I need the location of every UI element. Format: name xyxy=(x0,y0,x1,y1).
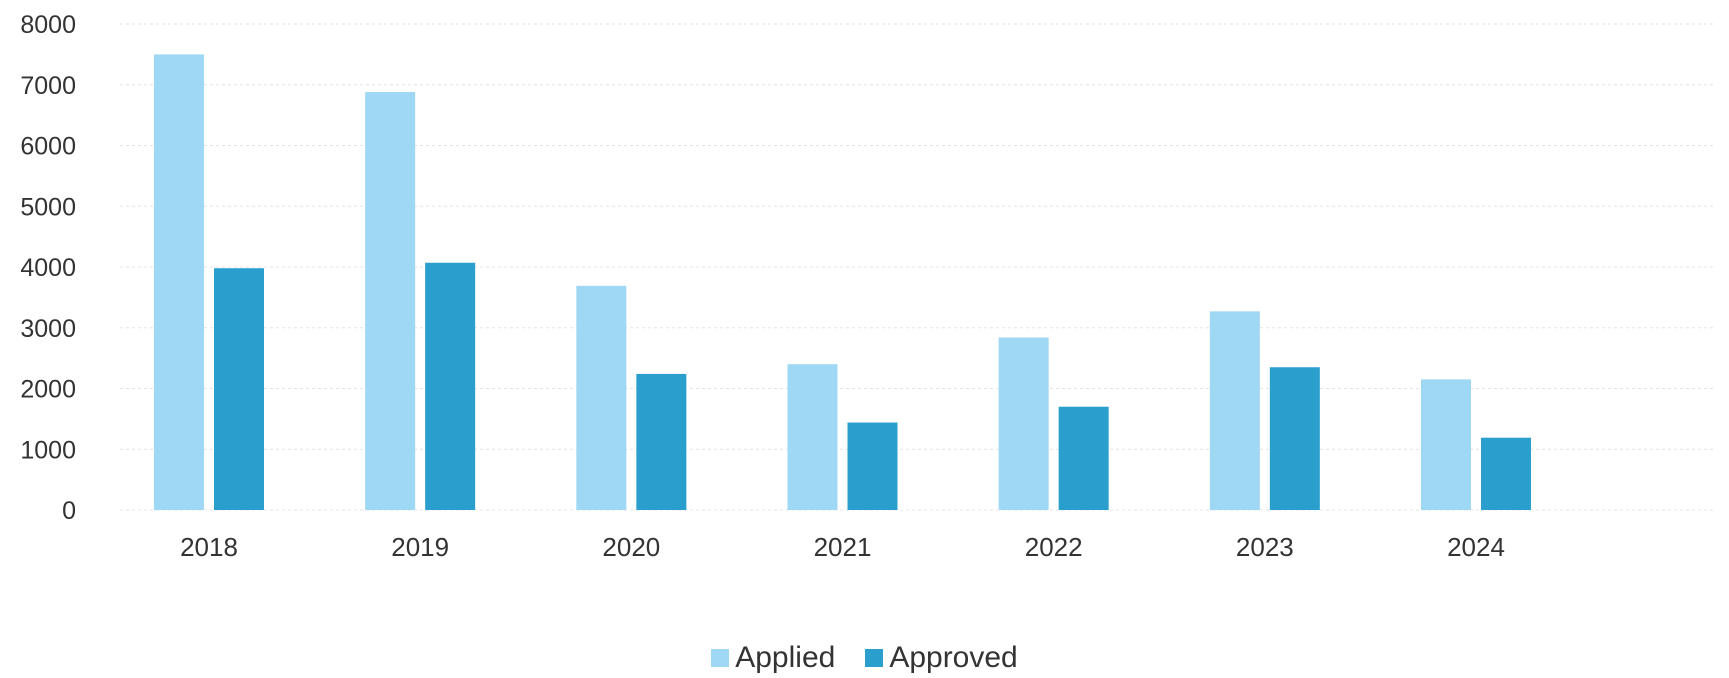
y-tick-label: 7000 xyxy=(20,72,76,100)
x-tick-label: 2021 xyxy=(814,532,872,562)
legend-item-approved: Approved xyxy=(865,641,1018,675)
bar-approved-2020 xyxy=(636,373,687,510)
bar-approved-2021 xyxy=(847,422,898,510)
x-tick-label: 2024 xyxy=(1447,532,1505,562)
bar-applied-2020 xyxy=(576,285,627,510)
y-tick-label: 6000 xyxy=(20,133,76,161)
bar-approved-2018 xyxy=(214,268,264,510)
x-tick-label: 2019 xyxy=(391,532,449,562)
bars xyxy=(154,54,1531,510)
bar-applied-2022 xyxy=(998,337,1049,510)
bar-approved-2024 xyxy=(1481,437,1531,510)
bar-approved-2023 xyxy=(1269,367,1320,510)
y-tick-label: 5000 xyxy=(20,193,76,221)
y-tick-label: 8000 xyxy=(20,11,76,39)
legend-item-applied: Applied xyxy=(711,641,835,675)
legend-swatch-applied xyxy=(711,649,730,667)
legend: Applied Approved xyxy=(0,640,1729,676)
bar-applied-2018 xyxy=(154,54,204,510)
bar-applied-2021 xyxy=(787,364,838,510)
y-tick-label: 0 xyxy=(62,497,76,525)
y-tick-label: 3000 xyxy=(20,315,76,343)
legend-swatch-approved xyxy=(865,649,884,667)
bar-applied-2019 xyxy=(365,92,416,510)
gridlines xyxy=(120,23,1715,511)
x-tick-label: 2020 xyxy=(602,532,660,562)
legend-label-approved: Approved xyxy=(889,641,1018,674)
x-tick-label: 2018 xyxy=(180,532,238,562)
bar-applied-2024 xyxy=(1421,379,1471,510)
x-axis: 2018 2019 2020 2021 2022 2023 2024 xyxy=(180,532,1505,562)
bar-approved-2022 xyxy=(1058,406,1109,510)
y-tick-label: 4000 xyxy=(20,254,76,282)
bar-approved-2019 xyxy=(425,262,476,510)
y-axis: 0 1000 2000 3000 4000 5000 6000 7000 8000 xyxy=(20,11,76,525)
x-tick-label: 2022 xyxy=(1025,532,1083,562)
y-tick-label: 2000 xyxy=(20,376,76,404)
bar-applied-2023 xyxy=(1209,311,1260,510)
y-tick-label: 1000 xyxy=(20,436,76,464)
x-tick-label: 2023 xyxy=(1236,532,1294,562)
legend-label-applied: Applied xyxy=(735,641,836,674)
